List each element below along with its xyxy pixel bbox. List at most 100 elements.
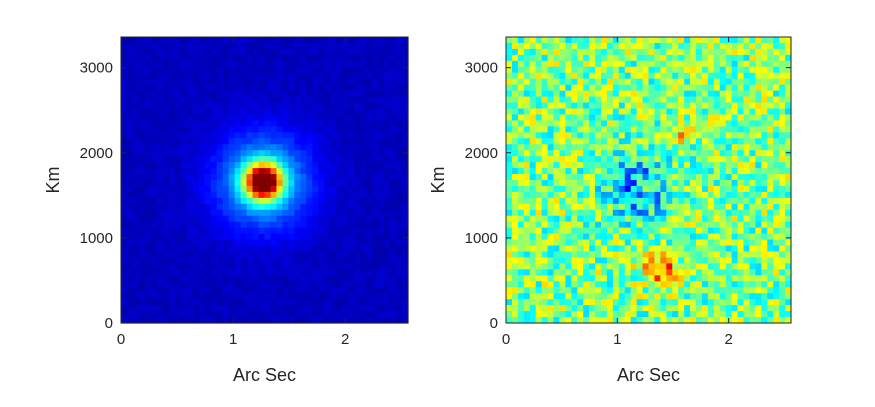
heatmap-cell: [749, 311, 756, 318]
heatmap-cell: [606, 132, 614, 139]
heatmap-cell: [276, 209, 284, 217]
heatmap-cell: [755, 174, 762, 181]
y-tick-label: 2000: [465, 145, 498, 162]
heatmap-cell: [372, 263, 379, 270]
heatmap-cell: [396, 317, 403, 324]
heatmap-cell: [336, 299, 343, 306]
heatmap-cell: [366, 215, 373, 223]
heatmap-cell: [204, 221, 212, 229]
heatmap-cell: [517, 180, 525, 187]
heatmap-cell: [779, 108, 786, 116]
heatmap-cell: [246, 269, 254, 276]
heatmap-cell: [577, 132, 584, 139]
heatmap-cell: [288, 299, 295, 306]
heatmap-cell: [330, 263, 337, 270]
heatmap-cell: [779, 269, 786, 276]
heatmap-cell: [749, 78, 756, 86]
heatmap-cell: [737, 126, 745, 133]
heatmap-cell: [360, 126, 367, 133]
heatmap-cell: [288, 120, 295, 127]
heatmap-cell: [648, 293, 656, 300]
heatmap-cell: [612, 162, 620, 169]
heatmap-cell: [589, 114, 596, 122]
heatmap-cell: [630, 287, 638, 294]
heatmap-cell: [743, 203, 751, 211]
heatmap-cell: [725, 84, 733, 92]
heatmap-cell: [719, 78, 727, 86]
heatmap-cell: [234, 120, 242, 127]
heatmap-cell: [186, 138, 194, 145]
heatmap-cell: [535, 257, 543, 265]
heatmap-cell: [390, 120, 397, 127]
heatmap-cell: [354, 281, 361, 288]
heatmap-cell: [258, 269, 266, 276]
heatmap-cell: [642, 311, 650, 318]
heatmap-cell: [785, 120, 792, 127]
heatmap-cell: [372, 174, 379, 181]
heatmap-cell: [270, 191, 278, 199]
heatmap-cell: [312, 305, 319, 312]
heatmap-cell: [264, 269, 272, 276]
heatmap-cell: [577, 275, 584, 282]
heatmap-cell: [571, 108, 578, 116]
heatmap-cell: [162, 257, 170, 265]
heatmap-cell: [246, 185, 254, 193]
heatmap-cell: [312, 317, 319, 324]
heatmap-cell: [654, 132, 661, 139]
heatmap-cell: [186, 257, 194, 265]
heatmap-cell: [595, 203, 602, 211]
heatmap-cell: [678, 54, 685, 62]
heatmap-cell: [126, 114, 134, 122]
heatmap-cell: [541, 162, 549, 169]
heatmap-cell: [300, 287, 307, 294]
heatmap-cell: [511, 126, 519, 133]
heatmap-cell: [755, 203, 762, 211]
heatmap-cell: [648, 275, 656, 282]
heatmap-cell: [186, 305, 194, 312]
heatmap-cell: [288, 114, 295, 122]
heatmap-cell: [785, 54, 792, 62]
heatmap-cell: [743, 48, 751, 56]
heatmap-cell: [529, 162, 537, 169]
heatmap-cell: [601, 257, 608, 265]
heatmap-cell: [648, 72, 656, 80]
heatmap-cell: [138, 66, 146, 74]
heatmap-cell: [384, 197, 391, 205]
heatmap-cell: [294, 299, 301, 306]
heatmap-cell: [318, 311, 325, 318]
heatmap-cell: [336, 84, 343, 92]
heatmap-cell: [559, 150, 566, 157]
heatmap-cell: [186, 197, 194, 205]
heatmap-cell: [541, 239, 549, 247]
heatmap-cell: [198, 197, 206, 205]
heatmap-cell: [402, 90, 409, 98]
heatmap-cell: [529, 102, 537, 110]
heatmap-cell: [378, 287, 385, 294]
heatmap-cell: [755, 60, 762, 68]
heatmap-cell: [559, 209, 566, 217]
heatmap-cell: [204, 90, 212, 98]
heatmap-cell: [773, 54, 780, 62]
heatmap-cell: [312, 257, 319, 265]
heatmap-cell: [713, 174, 721, 181]
heatmap-cell: [270, 233, 278, 241]
heatmap-cell: [630, 293, 638, 300]
heatmap-cell: [737, 150, 745, 157]
heatmap-cell: [785, 239, 792, 247]
heatmap-cell: [755, 132, 762, 139]
heatmap-cell: [553, 37, 561, 44]
heatmap-cell: [743, 37, 751, 44]
heatmap-cell: [690, 54, 697, 62]
heatmap-cell: [648, 168, 656, 175]
heatmap-cell: [396, 227, 403, 235]
heatmap-cell: [595, 102, 602, 110]
heatmap-cell: [523, 257, 531, 265]
heatmap-cell: [324, 299, 331, 306]
heatmap-cell: [336, 293, 343, 300]
heatmap-cell: [618, 90, 626, 98]
heatmap-cell: [210, 305, 218, 312]
heatmap-cell: [378, 66, 385, 74]
heatmap-cell: [360, 37, 367, 44]
heatmap-cell: [144, 108, 152, 116]
heatmap-cell: [144, 197, 152, 205]
